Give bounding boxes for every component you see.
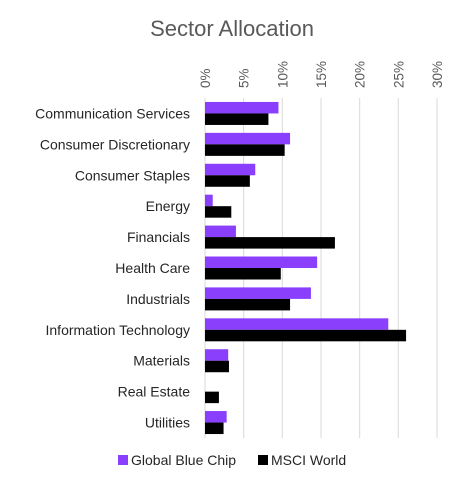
- bar-global-blue-chip: [205, 194, 213, 207]
- legend-label-global-blue-chip: Global Blue Chip: [131, 452, 236, 468]
- category-label: Energy: [146, 198, 190, 214]
- legend-swatch-msci-world: [258, 455, 268, 465]
- category-label: Industrials: [126, 291, 190, 307]
- bar-msci-world: [205, 175, 250, 187]
- x-tick-label: 15%: [314, 61, 329, 88]
- bar-global-blue-chip: [205, 349, 229, 361]
- category-label: Consumer Discretionary: [40, 136, 190, 152]
- legend-swatch-global-blue-chip: [118, 455, 128, 465]
- bar-global-blue-chip: [205, 287, 311, 299]
- bar-msci-world: [205, 144, 285, 156]
- bar-msci-world: [205, 113, 269, 125]
- legend: Global Blue Chip MSCI World: [118, 452, 346, 468]
- bar-global-blue-chip: [205, 225, 236, 238]
- bar-global-blue-chip: [205, 256, 318, 268]
- bar-msci-world: [205, 422, 224, 435]
- chart-title: Sector Allocation: [150, 16, 314, 41]
- x-tick-label: 30%: [430, 61, 445, 88]
- category-label: Financials: [127, 229, 190, 245]
- x-axis-tick-labels: 0% 5% 10% 15% 20% 25% 30%: [198, 61, 445, 88]
- category-label: Real Estate: [118, 384, 191, 400]
- category-label: Information Technology: [46, 322, 191, 338]
- bar-msci-world: [205, 206, 232, 218]
- x-tick-label: 5%: [237, 68, 252, 88]
- bar-msci-world: [205, 360, 229, 373]
- category-label: Communication Services: [35, 105, 190, 121]
- x-tick-label: 10%: [275, 61, 290, 88]
- x-tick-label: 0%: [198, 68, 213, 88]
- bar-global-blue-chip: [205, 318, 389, 330]
- bar-global-blue-chip: [205, 101, 279, 114]
- legend-label-msci-world: MSCI World: [271, 452, 346, 468]
- x-tick-label: 25%: [391, 61, 406, 88]
- bar-msci-world: [205, 237, 335, 249]
- bar-global-blue-chip: [205, 411, 227, 423]
- category-label: Materials: [133, 353, 190, 369]
- bar-msci-world: [205, 391, 219, 404]
- bar-msci-world: [205, 329, 407, 342]
- category-label: Consumer Staples: [75, 167, 190, 183]
- category-labels: Communication Services Consumer Discretio…: [35, 105, 190, 430]
- bar-global-blue-chip: [205, 163, 256, 176]
- bar-msci-world: [205, 268, 281, 280]
- bar-msci-world: [205, 298, 291, 311]
- category-label: Health Care: [115, 260, 190, 276]
- x-tick-label: 20%: [353, 61, 368, 88]
- category-label: Utilities: [145, 415, 190, 431]
- bars: [205, 101, 407, 435]
- bar-global-blue-chip: [205, 132, 291, 145]
